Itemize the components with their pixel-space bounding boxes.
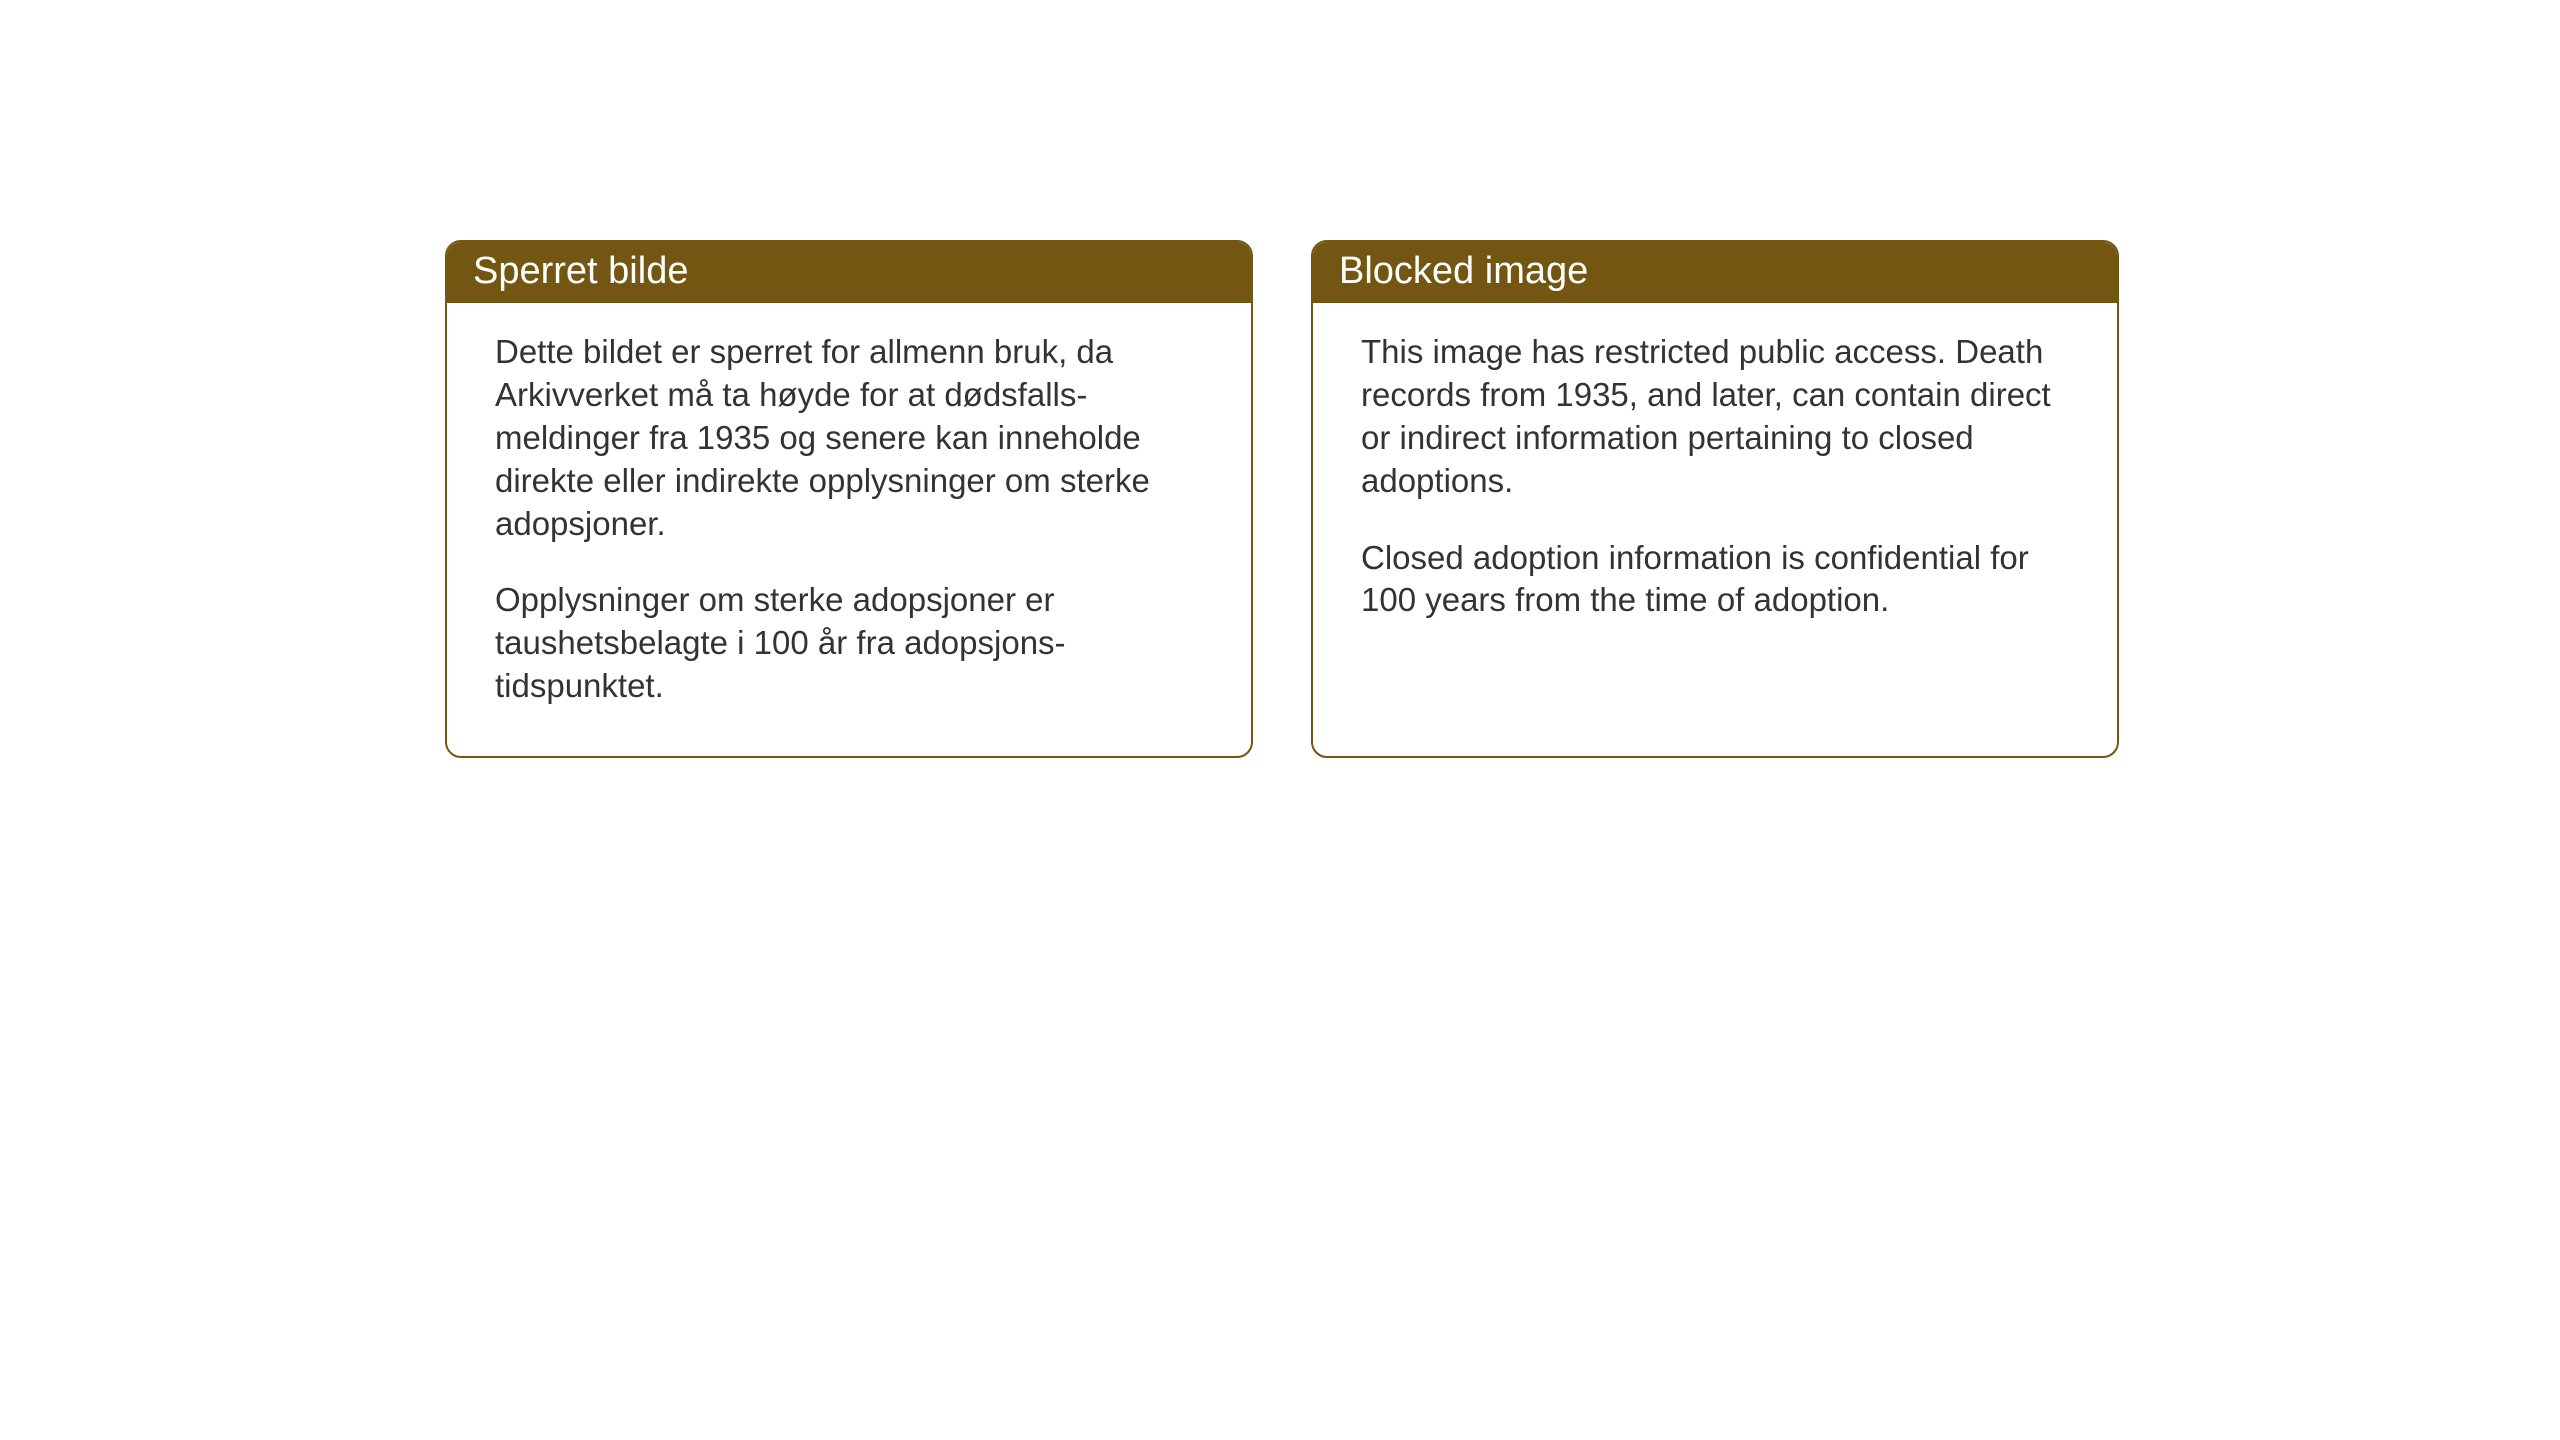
info-cards-container: Sperret bilde Dette bildet er sperret fo… (445, 240, 2119, 758)
card-title: Sperret bilde (473, 250, 688, 292)
info-card-english: Blocked image This image has restricted … (1311, 240, 2119, 758)
card-paragraph-1: Dette bildet er sperret for allmenn bruk… (495, 331, 1203, 545)
card-body-english: This image has restricted public access.… (1313, 303, 2117, 702)
card-paragraph-2: Closed adoption information is confident… (1361, 537, 2069, 623)
card-header-norwegian: Sperret bilde (447, 242, 1251, 303)
card-body-norwegian: Dette bildet er sperret for allmenn bruk… (447, 303, 1251, 756)
card-paragraph-2: Opplysninger om sterke adopsjoner er tau… (495, 579, 1203, 708)
card-title: Blocked image (1339, 250, 1588, 292)
card-header-english: Blocked image (1313, 242, 2117, 303)
info-card-norwegian: Sperret bilde Dette bildet er sperret fo… (445, 240, 1253, 758)
card-paragraph-1: This image has restricted public access.… (1361, 331, 2069, 503)
